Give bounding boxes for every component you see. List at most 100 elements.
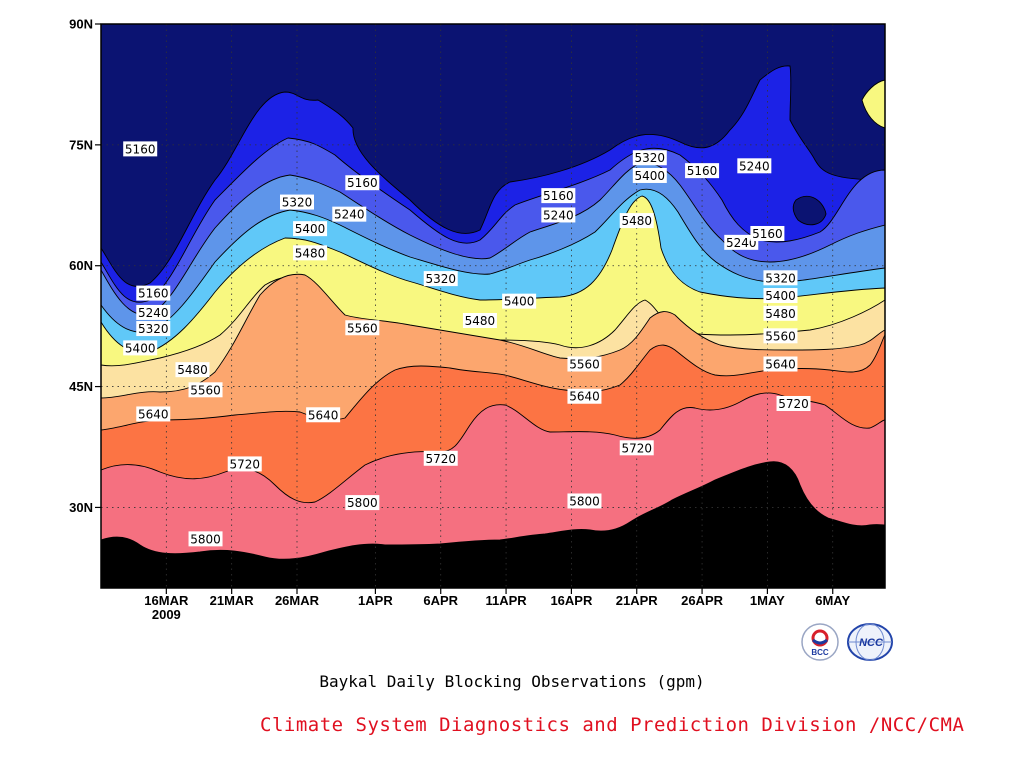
contour-label-5240: 5240 <box>541 207 576 223</box>
contour-label-text: 5400 <box>504 295 535 309</box>
contour-label-text: 5400 <box>635 169 666 183</box>
contour-band-undefined <box>101 461 885 588</box>
contour-label-text: 5800 <box>569 494 600 508</box>
svg-text:NCC: NCC <box>859 637 884 649</box>
x-tick-label: 16MAR <box>144 593 189 608</box>
contour-label-5240: 5240 <box>136 304 171 320</box>
contour-label-box <box>724 234 759 250</box>
y-tick-label: 30N <box>69 500 93 515</box>
contour-label-text: 5320 <box>425 272 456 286</box>
x-tick-label: 1MAY <box>750 593 785 608</box>
contour-label-5640: 5640 <box>763 356 798 372</box>
contour-label-box <box>345 320 380 336</box>
contour-label-box <box>619 213 654 229</box>
contour-label-5560: 5560 <box>188 382 223 398</box>
contour-label-5320: 5320 <box>763 270 798 286</box>
contour-labels: 5160516052405320540054805560564057205800… <box>123 141 811 547</box>
contour-label-box <box>776 395 811 411</box>
contour-label-text: 5240 <box>739 159 770 173</box>
contour-label-text: 5560 <box>569 358 600 372</box>
contour-label-box <box>567 388 602 404</box>
contour-label-5480: 5480 <box>175 362 210 378</box>
contour-label-text: 5480 <box>295 246 326 260</box>
contour-label-5320: 5320 <box>280 194 314 210</box>
x-tick-label: 1APR <box>358 593 393 608</box>
contour-label-box <box>763 270 798 286</box>
contour-label-text: 5240 <box>726 236 757 250</box>
contour-label-box <box>280 194 314 210</box>
contour-label-text: 5160 <box>687 164 718 178</box>
contour-label-box <box>136 406 171 422</box>
contour-label-5240: 5240 <box>737 158 772 174</box>
contour-label-box <box>541 188 576 204</box>
contour-label-5320: 5320 <box>136 321 171 337</box>
x-axis: 16MAR 21MAR 26MAR 1APR 6APR 11APR 16APR 21APR 26… <box>144 588 851 622</box>
contour-label-text: 5160 <box>543 189 574 203</box>
contour-label-5160: 5160 <box>750 225 785 241</box>
contour-label-5720: 5720 <box>227 456 262 472</box>
contour-label-5640: 5640 <box>567 388 602 404</box>
contour-label-box <box>136 321 171 337</box>
contour-label-text: 5640 <box>308 408 339 422</box>
contour-label-5640: 5640 <box>136 406 171 422</box>
contour-label-5320: 5320 <box>632 150 667 166</box>
contour-label-text: 5480 <box>465 314 496 328</box>
contour-label-text: 5480 <box>621 214 652 228</box>
contour-label-5800: 5800 <box>188 531 223 547</box>
contour-label-text: 5720 <box>778 397 809 411</box>
x-tick-label: 26MAR <box>275 593 320 608</box>
contour-label-box <box>423 450 458 466</box>
contour-label-text: 5400 <box>295 222 326 236</box>
contour-label-5400: 5400 <box>123 340 158 356</box>
contour-label-text: 5240 <box>334 208 365 222</box>
contour-label-text: 5720 <box>425 452 456 466</box>
x-tick-label: 16APR <box>550 593 593 608</box>
contour-label-box <box>306 407 341 423</box>
y-tick-label: 90N <box>69 17 93 32</box>
contour-label-box <box>332 206 367 222</box>
contour-label-box <box>345 175 380 191</box>
contour-label-box <box>632 150 667 166</box>
y-tick-label: 60N <box>69 258 93 273</box>
plot-frame <box>100 23 886 589</box>
contour-label-5400: 5400 <box>763 288 798 304</box>
contour-label-5320: 5320 <box>423 271 458 287</box>
y-axis: 30N 45N 60N 75N 90N <box>69 17 101 515</box>
contour-label-text: 5160 <box>125 142 156 156</box>
gridlines <box>101 24 885 588</box>
y-tick-label: 75N <box>69 137 93 152</box>
contour-label-5400: 5400 <box>502 293 537 309</box>
contour-label-box <box>502 293 537 309</box>
contour-band-closed-low <box>792 195 827 226</box>
contour-label-5400: 5400 <box>293 221 328 237</box>
svg-text:BCC: BCC <box>811 648 829 657</box>
contour-label-box <box>619 440 654 456</box>
contour-label-box <box>567 493 602 509</box>
x-tick-label: 6APR <box>423 593 458 608</box>
y-tick-label: 45N <box>69 379 93 394</box>
contour-label-text: 5240 <box>138 306 169 320</box>
contour-label-5400: 5400 <box>632 167 667 183</box>
contour-label-text: 5240 <box>543 208 574 222</box>
contour-label-box <box>136 304 171 320</box>
contour-label-text: 5320 <box>635 151 666 165</box>
contour-label-text: 5640 <box>569 390 600 404</box>
x-year-label: 2009 <box>152 607 181 622</box>
contour-label-5480: 5480 <box>293 245 328 261</box>
contour-label-box <box>541 207 576 223</box>
contour-label-text: 5480 <box>765 307 796 321</box>
contour-label-box <box>423 271 458 287</box>
contour-label-box <box>685 163 720 179</box>
contour-label-box <box>737 158 772 174</box>
x-tick-label: 11APR <box>485 593 527 608</box>
x-tick-label: 21MAR <box>210 593 255 608</box>
contour-label-box <box>632 167 667 183</box>
contour-label-box <box>763 328 798 344</box>
contour-label-box <box>227 456 262 472</box>
contour-label-text: 5800 <box>190 532 221 546</box>
contour-label-5480: 5480 <box>462 313 497 329</box>
contour-label-box <box>293 245 328 261</box>
x-tick-label: 6MAY <box>815 593 850 608</box>
contour-label-box <box>763 356 798 372</box>
contour-label-box <box>462 313 497 329</box>
